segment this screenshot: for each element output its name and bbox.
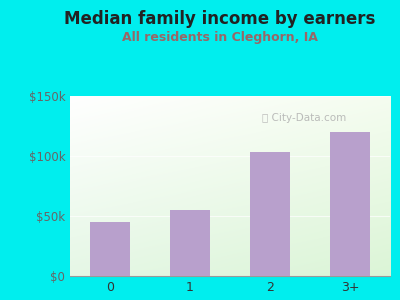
Bar	[330, 132, 370, 276]
Bar	[90, 222, 130, 276]
Bar	[170, 210, 210, 276]
Text: ⓘ City-Data.com: ⓘ City-Data.com	[262, 112, 346, 123]
Text: All residents in Cleghorn, IA: All residents in Cleghorn, IA	[122, 32, 318, 44]
Text: Median family income by earners: Median family income by earners	[64, 11, 376, 28]
Bar	[250, 152, 290, 276]
